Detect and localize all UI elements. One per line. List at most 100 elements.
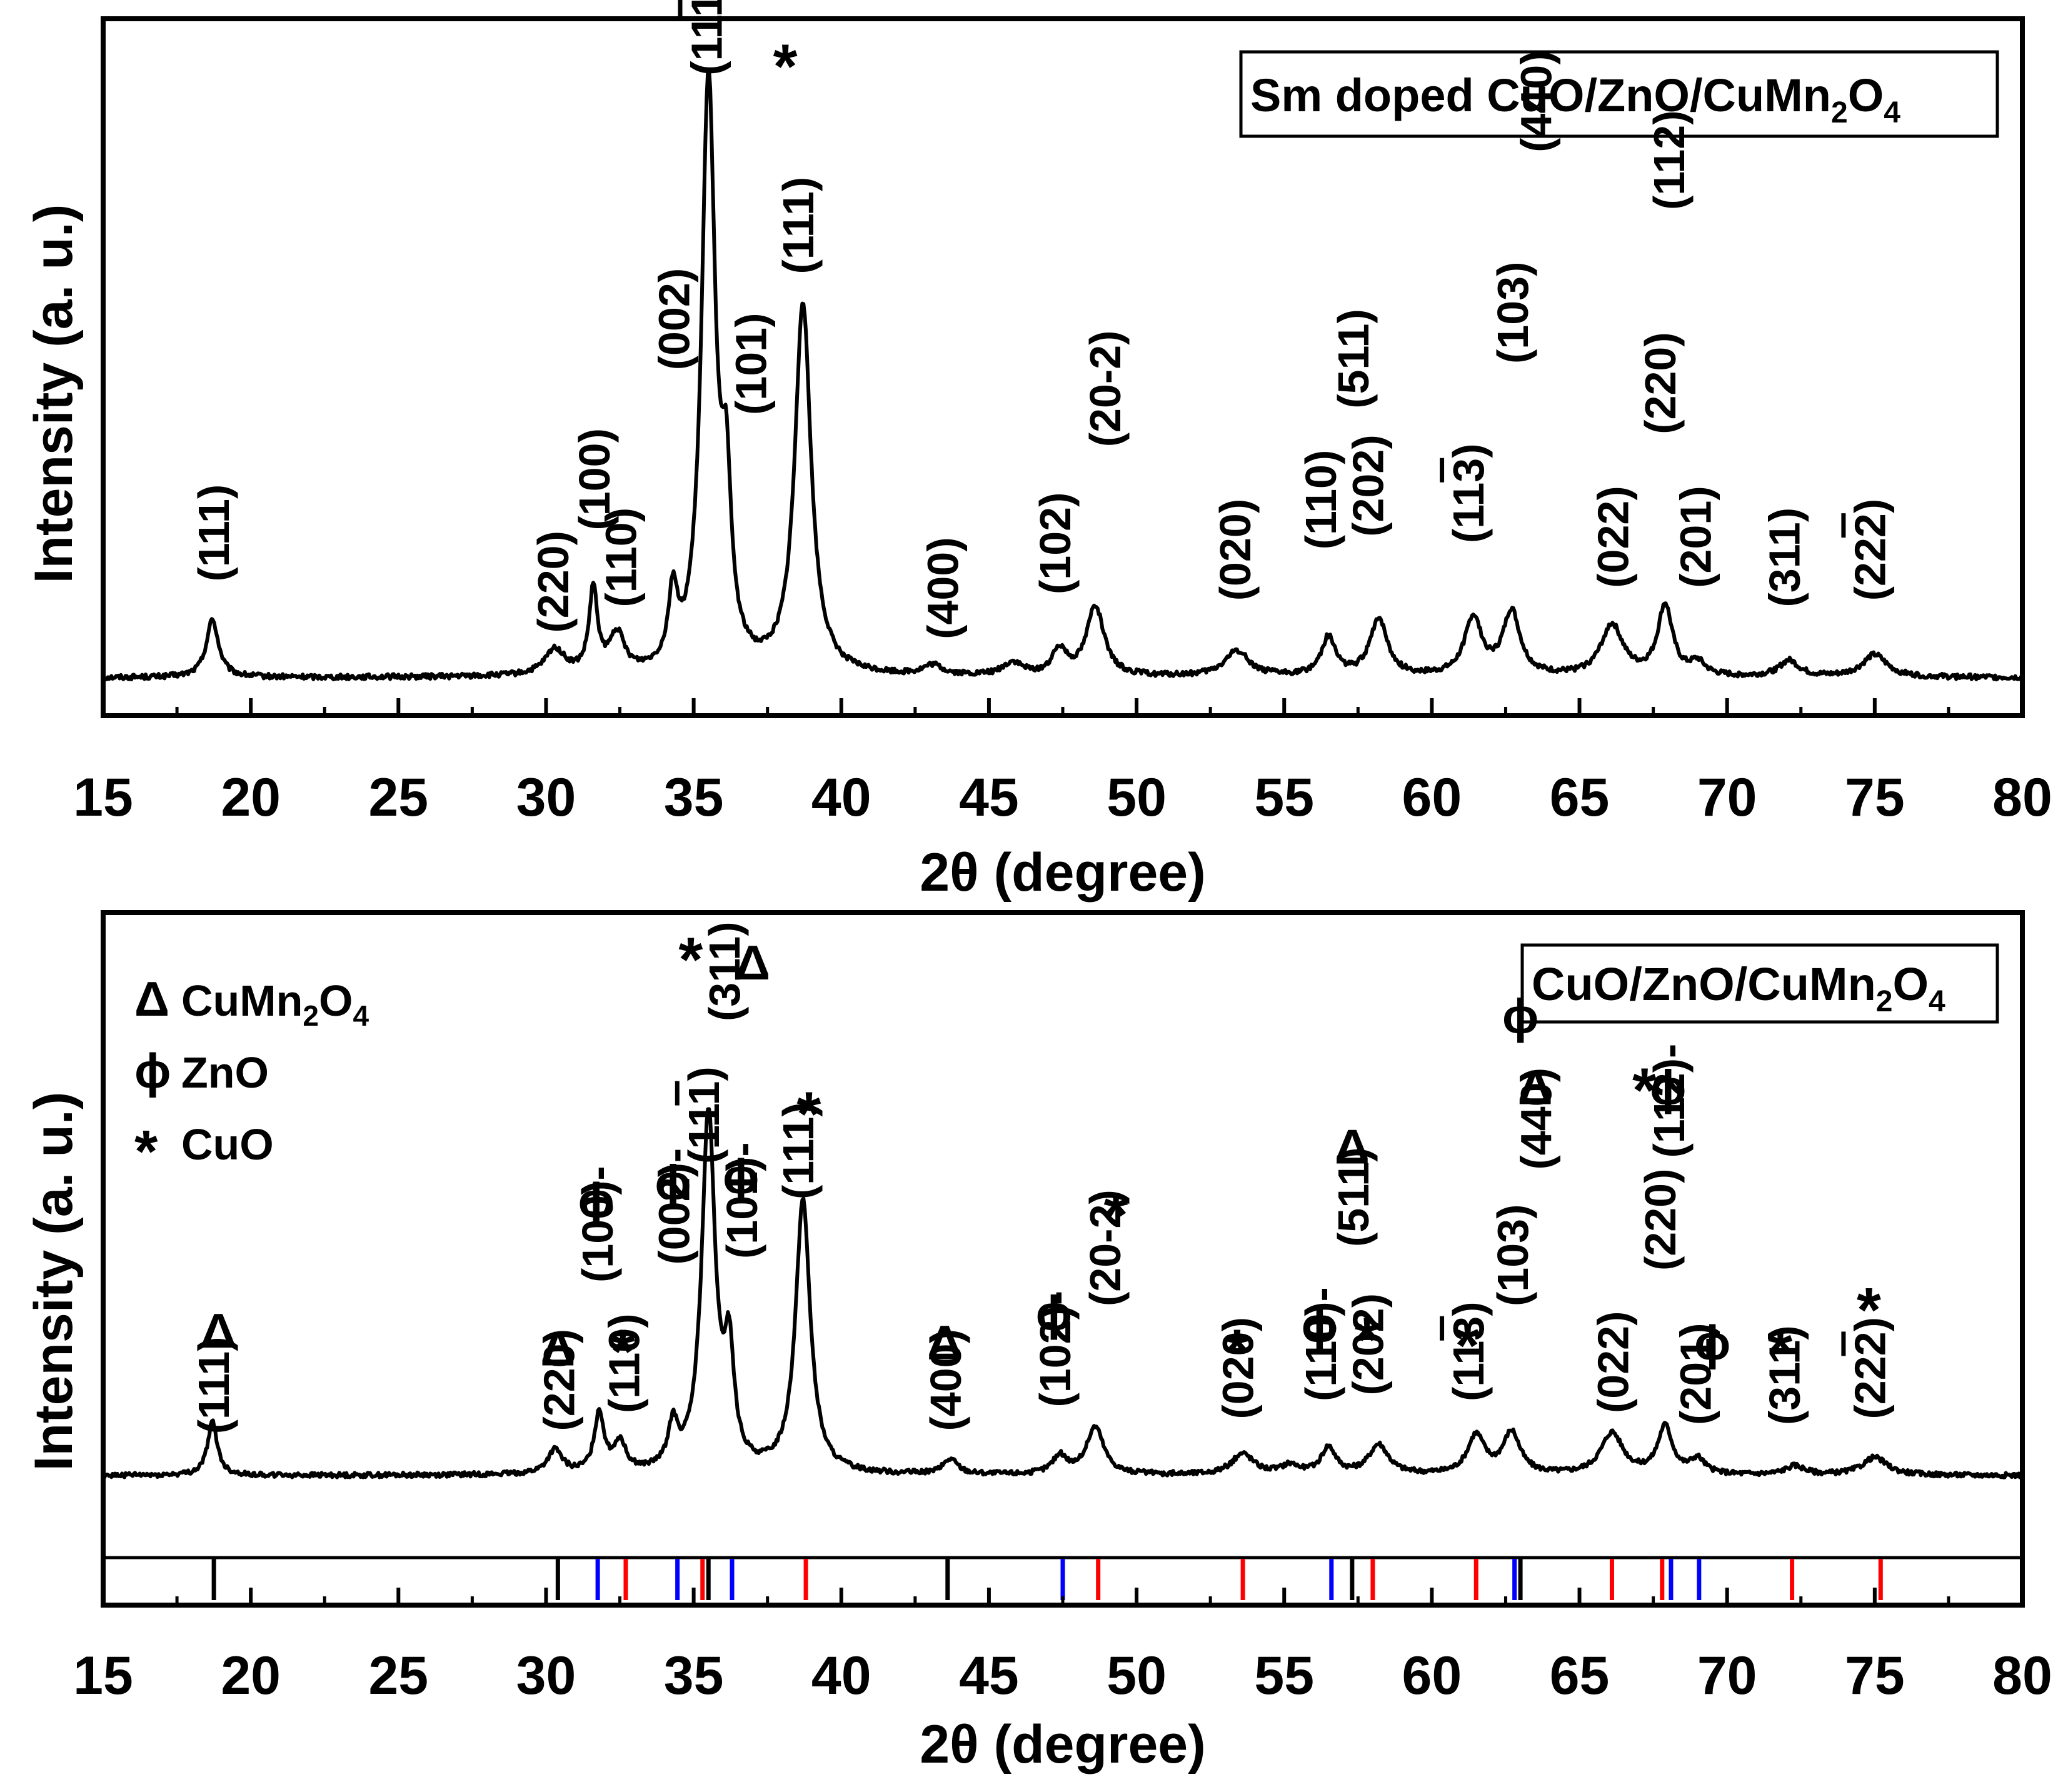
peak-marker-cuo: * bbox=[1768, 1317, 1792, 1387]
peak-label-cuo: (220) bbox=[1636, 332, 1685, 434]
peak-label-cuo: (113) bbox=[1444, 443, 1493, 543]
peak-label-cuo: (110) bbox=[600, 1313, 648, 1413]
peak-label-cumn2o4: (511) bbox=[1329, 309, 1378, 409]
peak-label-zno: (002) bbox=[650, 268, 699, 370]
peak-label-cumn2o4: (440) bbox=[1512, 50, 1561, 152]
peak-label-zno: (002)- bbox=[650, 1148, 699, 1265]
peak-marker-cumn2o4: Δ bbox=[1335, 1119, 1370, 1174]
peak-marker-cumn2o4: Δ bbox=[540, 1321, 575, 1376]
peak-marker-zno: ϕ bbox=[1650, 1060, 1686, 1115]
y-axis-label: Intensity (a. u.) bbox=[24, 204, 84, 584]
peak-label-cumn2o4: (111) bbox=[189, 1337, 238, 1434]
peak-label-cuo: (311) bbox=[1760, 1325, 1809, 1425]
peak-marker-cumn2o4: Δ bbox=[927, 1315, 962, 1370]
x-tick-label: 30 bbox=[516, 768, 576, 828]
peak-label-cuo: (20-2) bbox=[1081, 1189, 1130, 1306]
x-tick-label: 75 bbox=[1845, 1646, 1905, 1706]
x-tick-label: 60 bbox=[1402, 1646, 1462, 1706]
peak-label-zno: (112)- bbox=[1645, 1044, 1694, 1158]
x-tick-label: 40 bbox=[811, 1646, 871, 1706]
peak-label-zno: (102)- bbox=[1031, 1291, 1080, 1408]
x-axis-label: 2θ (degree) bbox=[920, 843, 1206, 903]
peak-label-cumn2o4: (111) bbox=[189, 484, 238, 582]
peak-marker-cuo: * bbox=[1355, 1305, 1379, 1375]
peak-marker-cuo: * bbox=[1104, 1180, 1128, 1250]
peak-marker-cuo: * bbox=[1225, 1317, 1249, 1387]
x-tick-label: 45 bbox=[959, 1646, 1019, 1706]
x-tick-label: 20 bbox=[221, 768, 281, 828]
peak-marker-zno: ϕ bbox=[1036, 1286, 1072, 1341]
peak-label-cumn2o4: (400) bbox=[918, 537, 967, 639]
peak-label-zno: (201) bbox=[1672, 1323, 1720, 1425]
x-tick-label: 40 bbox=[811, 768, 871, 828]
peak-marker-zno: ϕ bbox=[723, 1149, 759, 1204]
peak-label-cuo: (111) bbox=[774, 177, 823, 274]
peak-label-zno: (201) bbox=[1672, 486, 1720, 588]
peak-label-cumn2o4: (400) bbox=[921, 1329, 970, 1431]
peak-label-zno: (103) bbox=[1488, 1204, 1537, 1306]
peak-marker-cuo: * bbox=[1632, 1056, 1657, 1126]
legend-symbol-zno: ϕ bbox=[134, 1043, 171, 1098]
peak-label-zno: (100)- bbox=[573, 1166, 622, 1283]
peak-label-cuo: (222) bbox=[1845, 499, 1894, 601]
peak-label-zno: (102) bbox=[1031, 493, 1080, 594]
peak-label-cumn2o4: (220) bbox=[529, 531, 578, 633]
legend-label-zno: ZnO bbox=[181, 1048, 269, 1097]
peak-label-zno: (101)- bbox=[718, 1142, 766, 1259]
panel-top: 15 20 25 30 35 40 45 50 55 60 65 70 75 80 2θ (degree) I… bbox=[24, 0, 2052, 903]
peak-marker-cuo: * bbox=[1857, 1275, 1881, 1345]
peak-label-zno: (101) bbox=[726, 313, 775, 415]
peak-label-zno: (103) bbox=[1488, 262, 1537, 364]
peak-label-zno: (110)- bbox=[1297, 1287, 1345, 1401]
peak-marker-zno: ϕ bbox=[1302, 1298, 1338, 1353]
peak-label-cumn2o4: (220) bbox=[535, 1329, 583, 1431]
peak-label-cuo: (022) bbox=[1589, 486, 1637, 588]
x-tick-label: 35 bbox=[664, 1646, 724, 1706]
chart-title: Sm doped CuO/ZnO/CuMn2O4 bbox=[1250, 69, 1900, 129]
chart-title: CuO/ZnO/CuMn2O4 bbox=[1532, 958, 1945, 1018]
x-tick-label: 15 bbox=[73, 768, 133, 828]
peak-marker-cuo: * bbox=[773, 31, 798, 101]
peak-marker-cuo: * bbox=[796, 1079, 821, 1149]
peak-marker-zno: ϕ bbox=[1502, 989, 1538, 1044]
title-box bbox=[1520, 943, 1999, 1024]
y-axis-label: Intensity (a. u.) bbox=[24, 1092, 84, 1471]
peak-label-cuo: (222) bbox=[1845, 1317, 1894, 1419]
x-tick-label: 55 bbox=[1254, 768, 1314, 828]
x-tick-label: 70 bbox=[1697, 768, 1757, 828]
legend-label-cuo: CuO bbox=[181, 1120, 274, 1169]
peak-marker-cuo: * bbox=[1455, 1311, 1480, 1381]
peak-marker-cumn2o4: Δ bbox=[1518, 1060, 1553, 1115]
legend-symbol-cumn2o4: Δ bbox=[134, 971, 169, 1026]
peak-label-cuo: (111) bbox=[774, 1102, 823, 1199]
peak-label-cuo: (20-2) bbox=[1081, 331, 1130, 448]
x-tick-label: 25 bbox=[368, 768, 428, 828]
legend-label-cumn2o4: CuMn2O4 bbox=[181, 976, 369, 1032]
x-tick-label: 25 bbox=[368, 1646, 428, 1706]
x-tick-label: 35 bbox=[664, 768, 724, 828]
peak-label-cumn2o4: (440) bbox=[1512, 1068, 1561, 1169]
x-tick-label: 65 bbox=[1550, 1646, 1610, 1706]
peak-label-cuo: (202) bbox=[1343, 434, 1392, 536]
peak-marker-zno: ϕ bbox=[655, 1155, 691, 1210]
peak-marker-zno: ϕ bbox=[1694, 1315, 1730, 1370]
x-axis-label: 2θ (degree) bbox=[920, 1714, 1206, 1774]
peak-label-cuo: (020) bbox=[1214, 1317, 1263, 1419]
peak-label-cuo: (311) bbox=[1760, 508, 1809, 608]
xrd-curve bbox=[101, 1107, 2024, 1479]
title-box bbox=[1239, 50, 1999, 138]
x-tick-label: 60 bbox=[1402, 768, 1462, 828]
peak-label-cuo: (110) bbox=[597, 508, 646, 608]
peak-marker-zno: ϕ bbox=[578, 1173, 615, 1228]
peak-label-cuo: (111) bbox=[680, 1066, 728, 1164]
x-tick-label: 80 bbox=[1992, 768, 2052, 828]
x-tick-label: 65 bbox=[1550, 768, 1610, 828]
peak-label-cumn2o4: (311) bbox=[700, 921, 749, 1021]
x-tick-label: 15 bbox=[73, 1646, 133, 1706]
x-tick-label: 55 bbox=[1254, 1646, 1314, 1706]
peak-label-cuo: (022) bbox=[1589, 1311, 1637, 1413]
x-tick-label: 50 bbox=[1107, 768, 1167, 828]
peak-marker-cuo: * bbox=[611, 1317, 635, 1387]
